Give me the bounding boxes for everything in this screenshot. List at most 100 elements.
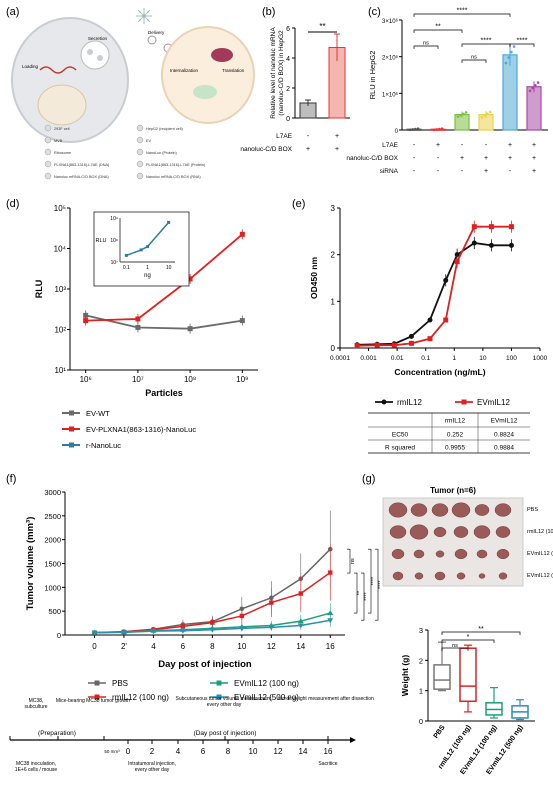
panel-f-chart: 0 500 1000 1500 2000 2500 3000 0 2' 4 6 8 10 12 14 16 Da… bbox=[25, 488, 384, 702]
data-point bbox=[408, 128, 412, 132]
y-tick-label: 1×10⁶ bbox=[382, 91, 399, 98]
legend-label: r-NanoLuc bbox=[86, 441, 121, 450]
data-point bbox=[531, 86, 534, 90]
timeline-top-label-line: subculture bbox=[24, 704, 47, 710]
panel-label-c: (c) bbox=[368, 6, 381, 18]
legend-label: MVB bbox=[54, 139, 63, 143]
data-point bbox=[297, 623, 304, 629]
data-point bbox=[209, 627, 216, 633]
legend-label: Ribosome bbox=[54, 151, 71, 155]
tumor-sample bbox=[413, 549, 425, 559]
x-axis-label: Day post of injection bbox=[158, 659, 252, 670]
inset-x-tick-label: 1 bbox=[146, 265, 149, 271]
y-tick-label: 0 bbox=[331, 344, 336, 353]
sig-bracket bbox=[413, 45, 439, 49]
row-label: nanoluc-C/D BOX bbox=[346, 155, 398, 162]
inset-series-line bbox=[126, 221, 170, 257]
data-point bbox=[187, 276, 193, 282]
row-value: + bbox=[335, 146, 339, 153]
data-point bbox=[488, 110, 492, 114]
row-value: + bbox=[436, 142, 440, 149]
x-tick-label: 0.01 bbox=[391, 355, 404, 362]
inset-data-point bbox=[124, 253, 128, 257]
timeline-bottom-label-line: every other day bbox=[135, 767, 170, 773]
row-label: L7AE bbox=[382, 142, 399, 149]
sig-bracket bbox=[413, 29, 463, 33]
sig-label: ** bbox=[478, 626, 484, 633]
data-point bbox=[374, 342, 380, 348]
panel-label-e: (e) bbox=[292, 198, 305, 210]
row-value: + bbox=[484, 168, 488, 175]
x-tick-label: 4 bbox=[151, 642, 156, 651]
data-point bbox=[534, 84, 537, 87]
data-point bbox=[459, 114, 463, 117]
tumor-sample bbox=[433, 526, 447, 538]
tumor-sample bbox=[388, 502, 408, 518]
tumor-sample bbox=[391, 548, 405, 560]
timeline-top-label-line: tumor weight measurement after dissectio… bbox=[278, 696, 374, 702]
x-axis-label: Particles bbox=[145, 388, 183, 398]
label-translation: Translation bbox=[222, 68, 245, 73]
data-point bbox=[297, 618, 304, 624]
x-tick-label: 10⁹ bbox=[236, 375, 248, 384]
data-point bbox=[210, 620, 215, 625]
panel-label-d: (d) bbox=[6, 198, 19, 210]
tumor-sample bbox=[496, 548, 510, 560]
y-tick-label: 10¹ bbox=[54, 366, 66, 375]
tumor-sample bbox=[434, 571, 446, 581]
row-value: + bbox=[306, 146, 310, 153]
x-tick-label: 2' bbox=[121, 642, 127, 651]
y-axis-label: OD450 nm bbox=[309, 257, 319, 299]
tumor-sample bbox=[453, 526, 469, 538]
data-point bbox=[416, 127, 420, 131]
label-internalization: Internalization bbox=[170, 68, 199, 73]
table-cell: 0.252 bbox=[447, 432, 464, 439]
data-point bbox=[83, 312, 89, 318]
y-label-line2: (nanoluc-C/D BOX) in HepG2 bbox=[278, 30, 285, 116]
sig-label: ns bbox=[350, 558, 356, 564]
timeline-tick-label: 6 bbox=[201, 747, 206, 756]
nucleus-shape bbox=[37, 84, 87, 126]
data-point bbox=[536, 81, 540, 84]
ev-dot-1 bbox=[87, 49, 93, 55]
photo-row-label: EVmIL12 (100 ng) bbox=[527, 551, 553, 557]
legend-marker bbox=[69, 410, 74, 416]
y-tick-label: 10⁵ bbox=[54, 204, 66, 213]
y-tick-label: 2 bbox=[331, 251, 336, 260]
legend-label: EVmIL12 (100 ng) bbox=[234, 679, 299, 688]
y-tick-label: 4 bbox=[286, 56, 290, 63]
data-point bbox=[179, 628, 186, 634]
data-point bbox=[507, 56, 511, 59]
y-tick-label: 3 bbox=[331, 204, 336, 213]
legend-label: HepG2 (recipient cell) bbox=[146, 127, 183, 131]
data-point bbox=[427, 336, 433, 342]
sig-bracket bbox=[441, 631, 521, 635]
x-tick-label: 1 bbox=[452, 355, 456, 362]
y-label-line1: Relative level of nanoluc mRNA bbox=[270, 27, 277, 119]
series-line-0 bbox=[85, 314, 243, 330]
y-axis-label: Weight (g) bbox=[400, 655, 410, 697]
data-point bbox=[454, 252, 460, 258]
legend-marker bbox=[136, 124, 144, 132]
row-value: + bbox=[508, 155, 512, 162]
row-value: + bbox=[335, 133, 339, 140]
sig-bracket bbox=[461, 59, 487, 63]
data-point bbox=[440, 127, 444, 131]
timeline-top-label: Subcutaneous tumor volume measurement, ev… bbox=[176, 696, 273, 708]
legend-label: EVmIL12 (500 ng) bbox=[234, 693, 299, 702]
photo-row-label: PBS bbox=[527, 507, 538, 513]
data-point bbox=[327, 610, 334, 616]
ribosome-shape bbox=[193, 85, 217, 99]
legend-marker bbox=[69, 426, 74, 432]
data-point bbox=[408, 333, 414, 339]
data-point bbox=[414, 127, 417, 131]
timeline-top-label: MC38, subculture bbox=[24, 698, 47, 710]
data-point bbox=[483, 114, 487, 117]
sig-bracket bbox=[361, 572, 365, 621]
box-0 bbox=[433, 664, 451, 690]
sig-label: * bbox=[467, 634, 470, 641]
x-tick-label: 100 bbox=[506, 355, 517, 362]
y-tick-label: 10⁴ bbox=[54, 245, 67, 254]
x-tick-label: 14 bbox=[296, 642, 305, 651]
data-point bbox=[480, 116, 484, 119]
